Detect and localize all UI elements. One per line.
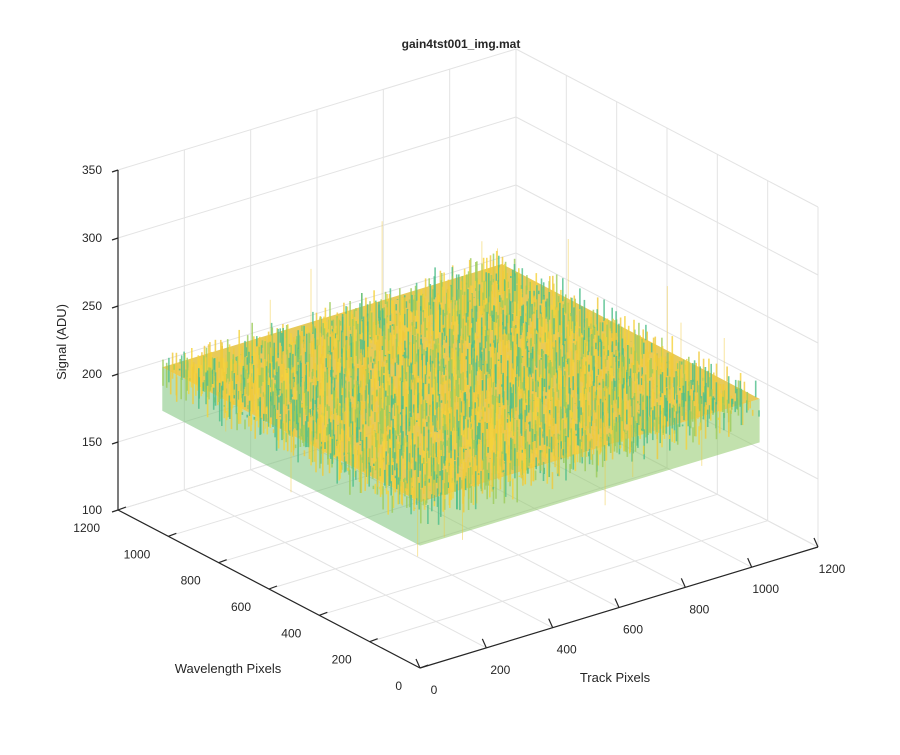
sidewall-grid-line-z — [515, 116, 819, 276]
x-tick-label: 0 — [431, 683, 438, 697]
surface-layer — [162, 221, 760, 557]
z-tick-label: 100 — [82, 503, 102, 517]
x-tick-mark — [813, 537, 819, 548]
y-tick-mark — [218, 559, 227, 564]
y-tick-mark — [319, 611, 328, 616]
x-tick-label: 800 — [689, 602, 709, 616]
chart-title: gain4tst001_img.mat — [402, 37, 521, 51]
x-tick-mark — [747, 557, 753, 568]
y-tick-label: 400 — [281, 626, 301, 640]
backwall-grid-line-z — [117, 184, 517, 307]
floor-grid-line-y — [319, 493, 718, 616]
z-tick-mark — [111, 509, 119, 513]
z-tick-label: 250 — [82, 299, 102, 313]
z-axis-label: Signal (ADU) — [54, 304, 69, 380]
z-tick-mark — [111, 373, 119, 377]
y-tick-mark — [117, 506, 127, 511]
y-tick-label: 1200 — [73, 521, 100, 535]
sidewall-grid-line-z — [515, 48, 819, 208]
x-tick-mark — [548, 618, 554, 628]
z-tick-mark — [111, 237, 119, 241]
y-tick-label: 0 — [395, 679, 402, 693]
sidewall-grid-line-z — [515, 184, 819, 344]
y-tick-label: 1000 — [124, 547, 151, 561]
y-tick-mark — [369, 638, 378, 643]
x-tick-label: 1200 — [819, 562, 846, 576]
x-tick-label: 1000 — [752, 582, 779, 596]
z-tick-label: 300 — [82, 231, 102, 245]
x-tick-label: 400 — [557, 643, 577, 657]
z-tick-mark — [111, 169, 119, 173]
y-tick-mark — [268, 585, 278, 590]
z-tick-label: 150 — [82, 435, 102, 449]
z-tick-mark — [111, 441, 119, 445]
z-tick-mark — [111, 305, 119, 309]
z-tick-label: 200 — [82, 367, 102, 381]
axes-layer — [111, 169, 819, 669]
x-tick-label: 600 — [623, 623, 643, 637]
backwall-grid-line-z — [117, 116, 517, 239]
x-tick-mark — [481, 638, 487, 649]
y-tick-label: 600 — [231, 600, 251, 614]
backwall-grid-line-z — [117, 48, 517, 171]
y-tick-mark — [168, 532, 177, 537]
floor-grid-line-y — [369, 520, 768, 643]
y-tick-mark — [419, 664, 429, 669]
y-tick-label: 800 — [181, 574, 201, 588]
y-axis-label: Wavelength Pixels — [175, 661, 282, 676]
z-tick-label: 350 — [82, 163, 102, 177]
x-tick-mark — [415, 658, 421, 669]
labels-layer: gain4tst001_img.mat Track Pixels Wavelen… — [54, 37, 846, 697]
x-tick-mark — [614, 598, 620, 608]
x-tick-label: 200 — [490, 663, 510, 677]
x-tick-mark — [680, 578, 686, 588]
y-tick-label: 200 — [332, 653, 352, 667]
x-axis-label: Track Pixels — [580, 670, 651, 685]
